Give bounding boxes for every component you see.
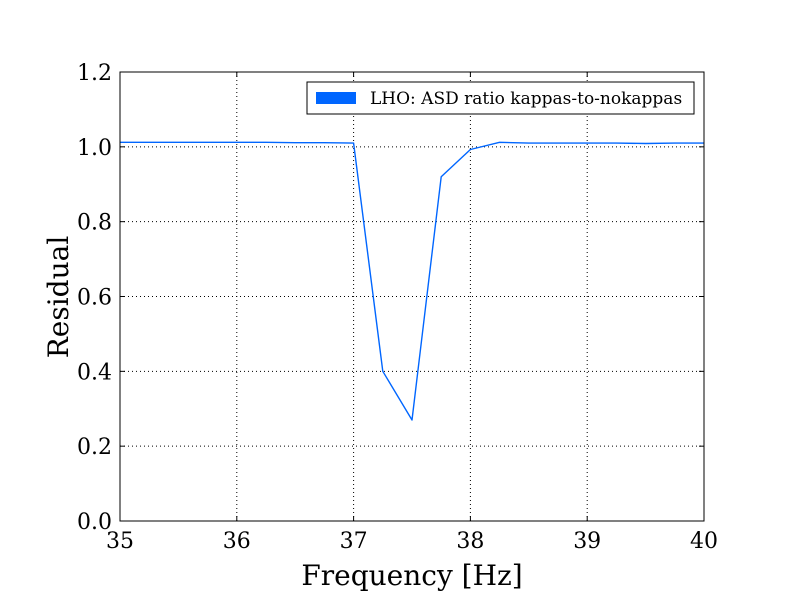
y-tick-label: 0.0 [77, 510, 112, 535]
y-axis-label: Residual [42, 236, 75, 359]
x-tick-label: 37 [340, 529, 368, 554]
legend: LHO: ASD ratio kappas-to-nokappas [306, 81, 695, 115]
x-tick-label: 40 [690, 529, 718, 554]
y-tick-label: 0.4 [77, 360, 112, 385]
y-tick-label: 0.2 [77, 435, 112, 460]
x-tick-label: 38 [456, 529, 484, 554]
y-tick-label: 1.2 [77, 61, 112, 86]
x-tick-label: 35 [106, 529, 134, 554]
legend-box [306, 81, 695, 115]
x-tick-label: 36 [223, 529, 251, 554]
y-tick-label: 0.6 [77, 286, 112, 311]
series-line [120, 141, 704, 421]
legend-label: LHO: ASD ratio kappas-to-nokappas [370, 89, 682, 109]
grid-lines [120, 72, 704, 521]
x-tick-label: 39 [573, 529, 601, 554]
y-tick-label: 0.8 [77, 211, 112, 236]
axis-ticks: 35 36 37 38 39 40 0.0 0.2 0.4 0.6 0.8 1.0 1.2 [77, 61, 718, 554]
x-axis-label: Frequency [Hz] [301, 559, 522, 592]
series-layer [120, 141, 704, 421]
legend-swatch [316, 92, 356, 104]
y-tick-label: 1.0 [77, 136, 112, 161]
